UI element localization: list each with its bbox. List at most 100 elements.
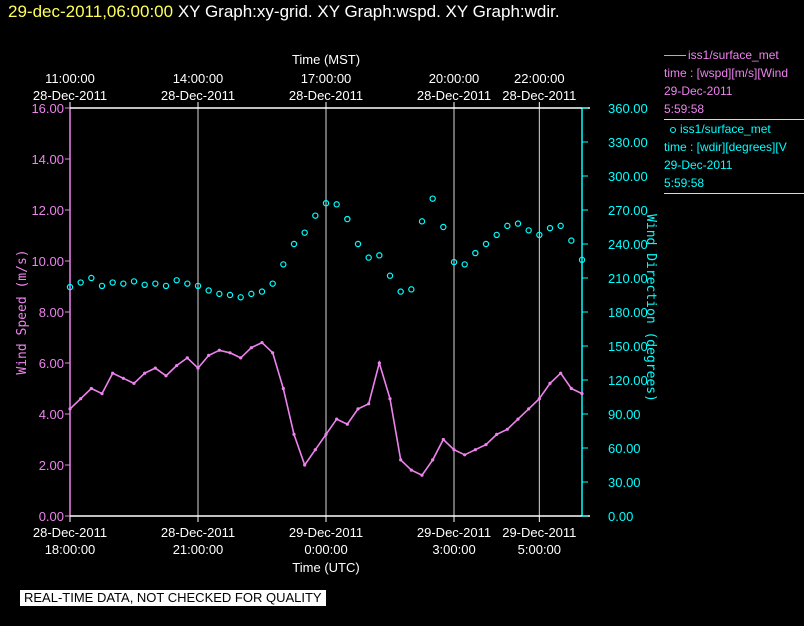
- wind-direction-point: [120, 280, 127, 287]
- bottom-tick-date: 28-Dec-2011: [33, 525, 107, 540]
- wind-direction-point: [162, 282, 170, 290]
- left-tick-label: 12.00: [31, 203, 64, 218]
- legend-item-wdir[interactable]: iss1/surface_met time : [wdir][degrees][…: [664, 120, 804, 194]
- wind-speed-point: [559, 371, 563, 375]
- wind-direction-point: [440, 223, 447, 231]
- wind-speed-point: [388, 397, 392, 401]
- top-tick-time: 17:00:00: [301, 71, 352, 86]
- left-tick-label: 16.00: [31, 101, 64, 116]
- wind-direction-point: [216, 290, 223, 298]
- wind-direction-point: [312, 212, 319, 219]
- wind-speed-point: [217, 348, 221, 352]
- wind-direction-point: [237, 294, 244, 301]
- wind-speed-point: [345, 422, 349, 426]
- wind-speed-point: [409, 468, 413, 472]
- wind-speed-point: [548, 381, 552, 385]
- wind-speed-point: [441, 437, 445, 442]
- right-axis-title: Wind Direction (degrees): [643, 214, 658, 402]
- wind-direction-point: [461, 261, 468, 268]
- wind-speed-point: [100, 392, 104, 396]
- wind-speed-point: [367, 402, 371, 406]
- wind-direction-point: [536, 231, 543, 239]
- wind-speed-point: [484, 443, 488, 447]
- wind-speed-point: [153, 366, 157, 370]
- wind-speed-point: [121, 376, 125, 380]
- wind-direction-point: [354, 240, 362, 248]
- wind-direction-point: [472, 249, 479, 257]
- legend-wspd-time: 5:59:58: [664, 102, 705, 116]
- wind-speed-point: [132, 381, 136, 385]
- legend-wdir-title: iss1/surface_met: [680, 122, 771, 136]
- legend-wdir-time: 5:59:58: [664, 176, 705, 190]
- wind-speed-point: [196, 366, 200, 370]
- right-tick-label: 120.00: [608, 373, 648, 388]
- wind-direction-point: [109, 279, 116, 286]
- wind-speed-point: [303, 463, 307, 467]
- bottom-tick-date: 29-Dec-2011: [289, 525, 363, 540]
- right-tick-label: 240.00: [608, 237, 648, 252]
- left-axis-title: Wind Speed (m/s): [15, 249, 30, 374]
- top-tick-date: 28-Dec-2011: [417, 88, 491, 103]
- right-tick-label: 90.00: [608, 407, 641, 422]
- right-tick-label: 270.00: [608, 203, 648, 218]
- left-tick-label: 10.00: [31, 254, 64, 269]
- wind-speed-point: [79, 397, 83, 401]
- right-tick-label: 0.00: [608, 509, 633, 524]
- wind-speed-point: [185, 356, 189, 360]
- right-tick-label: 150.00: [608, 339, 648, 354]
- legend: iss1/surface_met time : [wspd][m/s][Wind…: [664, 46, 804, 194]
- wind-speed-point: [260, 341, 264, 345]
- wind-speed-point: [143, 371, 147, 375]
- wind-speed-point: [569, 386, 573, 391]
- left-tick-label: 6.00: [39, 356, 64, 371]
- wind-direction-point: [152, 280, 159, 287]
- wind-direction-point: [98, 282, 106, 290]
- wind-speed-point: [249, 346, 253, 350]
- bottom-axis-title: Time (UTC): [292, 560, 359, 575]
- wind-direction-point: [557, 222, 564, 230]
- legend-wspd-var: time : [wspd][m/s][Wind: [664, 66, 789, 80]
- wind-speed-point: [377, 361, 381, 365]
- wind-speed-point: [463, 453, 467, 457]
- top-tick-time: 22:00:00: [514, 71, 565, 86]
- top-tick-date: 28-Dec-2011: [161, 88, 235, 103]
- wind-speed-point: [495, 432, 499, 436]
- bottom-tick-time: 5:00:00: [518, 542, 561, 557]
- wind-direction-point: [418, 218, 426, 225]
- wind-speed-point: [473, 448, 477, 452]
- left-tick-label: 4.00: [39, 407, 64, 422]
- legend-wspd-date: 29-Dec-2011: [664, 84, 733, 98]
- bottom-tick-date: 29-Dec-2011: [417, 525, 491, 540]
- wind-speed-point: [292, 432, 296, 436]
- wind-speed-point: [452, 448, 456, 452]
- wind-direction-point: [88, 274, 95, 282]
- wind-direction-point: [248, 290, 255, 298]
- wind-direction-point: [184, 280, 191, 287]
- wind-direction-point: [205, 287, 212, 294]
- bottom-tick-date: 28-Dec-2011: [161, 525, 235, 540]
- wind-speed-point: [527, 407, 531, 411]
- wind-direction-point: [130, 278, 138, 285]
- quality-disclaimer: REAL-TIME DATA, NOT CHECKED FOR QUALITY: [20, 590, 326, 606]
- wind-direction-point: [376, 252, 383, 259]
- legend-item-wspd[interactable]: iss1/surface_met time : [wspd][m/s][Wind…: [664, 46, 804, 120]
- wind-direction-point: [280, 261, 287, 268]
- right-tick-label: 60.00: [608, 441, 641, 456]
- top-tick-time: 11:00:00: [45, 71, 95, 86]
- wind-direction-point: [482, 240, 490, 248]
- left-tick-label: 2.00: [39, 458, 64, 473]
- legend-circle-swatch: [670, 126, 676, 133]
- wind-direction-point: [344, 215, 351, 223]
- wind-direction-point: [578, 256, 586, 264]
- wind-direction-point: [322, 199, 330, 207]
- wind-speed-point: [505, 427, 509, 431]
- left-tick-label: 14.00: [31, 152, 64, 167]
- wind-direction-point: [301, 229, 308, 236]
- wind-speed-point: [516, 417, 520, 421]
- wind-direction-point: [173, 277, 180, 284]
- wind-speed-point: [164, 374, 168, 378]
- wind-speed-point: [356, 407, 360, 411]
- wind-direction-point: [397, 288, 404, 295]
- wind-direction-point: [333, 201, 340, 208]
